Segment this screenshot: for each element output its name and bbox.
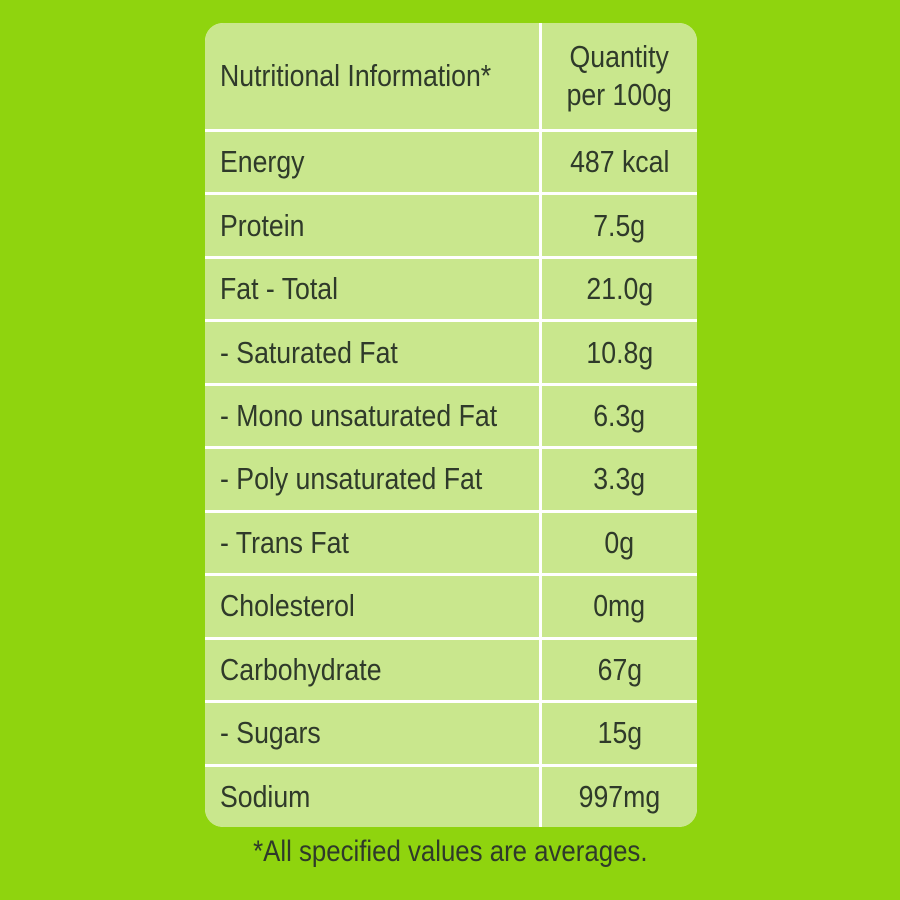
header-cell: Quantity per 100g	[542, 23, 697, 129]
quantity-cell: 21.0g	[542, 258, 697, 320]
nutrient-cell: Energy	[205, 132, 539, 193]
nutrient-cell: Fat - Total	[205, 258, 539, 320]
nutrient-quantity: 997mg	[578, 778, 661, 814]
header-label: Nutritional Information*	[220, 58, 492, 93]
nutrient-name: Sodium	[220, 778, 311, 814]
quantity-cell: 0g	[542, 512, 697, 574]
nutrient-name: - Saturated Fat	[220, 334, 398, 370]
quantity-cell: 6.3g	[542, 385, 697, 447]
nutrient-quantity: 0mg	[593, 588, 646, 624]
footnote-box: *All specified values are averages.	[0, 835, 900, 869]
nutrient-cell: Carbohydrate	[205, 639, 539, 701]
nutrient-name: - Sugars	[220, 715, 321, 751]
quantity-cell: 67g	[542, 639, 697, 701]
quantity-cell: 7.5g	[542, 195, 697, 256]
nutrient-name: Cholesterol	[220, 588, 355, 624]
header-label-line: per 100g	[566, 77, 673, 112]
nutrient-name: Protein	[220, 207, 305, 243]
nutrient-name: Fat - Total	[220, 271, 339, 307]
nutrient-cell: Sodium	[205, 766, 539, 827]
nutrient-quantity: 0g	[604, 524, 635, 560]
nutrient-cell: - Trans Fat	[205, 512, 539, 574]
nutrition-table: Nutritional Information* Quantity per 100g…	[205, 23, 697, 827]
quantity-cell: 0mg	[542, 576, 697, 637]
nutrient-quantity: 3.3g	[593, 461, 646, 497]
quantity-cell: 15g	[542, 703, 697, 764]
nutrient-cell: - Poly unsaturated Fat	[205, 449, 539, 510]
header-label-group: Quantity per 100g	[567, 38, 672, 114]
nutrient-cell: Protein	[205, 195, 539, 256]
nutrient-cell: - Sugars	[205, 703, 539, 764]
quantity-cell: 10.8g	[542, 322, 697, 383]
nutrient-quantity: 6.3g	[593, 398, 646, 434]
header-label-line: Quantity	[569, 39, 670, 74]
nutrient-cell: Cholesterol	[205, 576, 539, 637]
footnote: *All specified values are averages.	[252, 835, 648, 868]
quantity-cell: 997mg	[542, 766, 697, 827]
nutrient-name: - Trans Fat	[220, 524, 349, 560]
nutrient-name: Energy	[220, 144, 305, 180]
nutrient-quantity: 21.0g	[586, 271, 653, 307]
nutrient-quantity: 67g	[597, 651, 642, 687]
nutrient-name: - Mono unsaturated Fat	[220, 398, 498, 434]
nutrient-quantity: 487 kcal	[569, 144, 670, 180]
nutrient-cell: - Saturated Fat	[205, 322, 539, 383]
header-cell: Nutritional Information*	[205, 23, 539, 129]
nutrient-quantity: 10.8g	[586, 334, 653, 370]
nutrient-cell: - Mono unsaturated Fat	[205, 385, 539, 447]
nutrient-quantity: 7.5g	[593, 207, 646, 243]
nutrient-name: - Poly unsaturated Fat	[220, 461, 483, 497]
quantity-cell: 3.3g	[542, 449, 697, 510]
quantity-cell: 487 kcal	[542, 132, 697, 193]
nutrient-name: Carbohydrate	[220, 651, 382, 687]
nutrient-quantity: 15g	[597, 715, 642, 751]
